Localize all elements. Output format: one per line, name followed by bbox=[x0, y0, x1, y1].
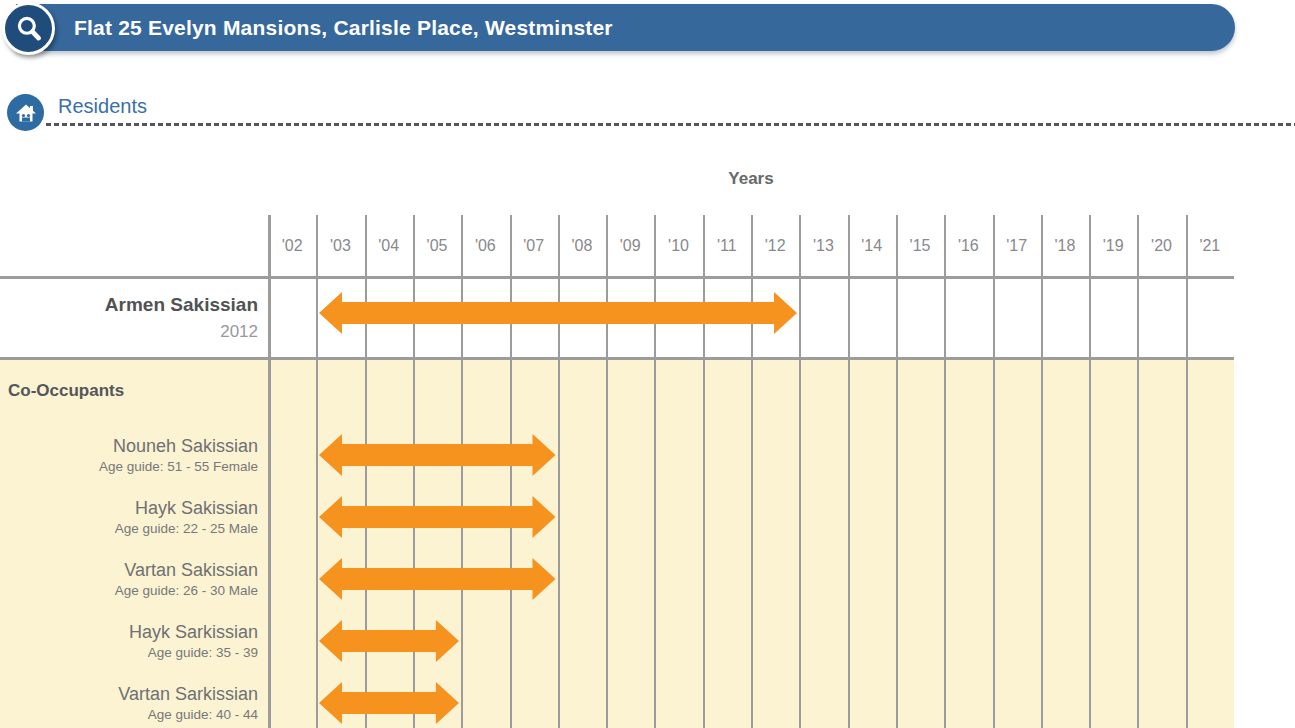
co-occupant-age-guide: Age guide: 35 - 39 bbox=[148, 644, 258, 662]
year-label: '11 bbox=[703, 237, 751, 255]
axis-title: Years bbox=[268, 169, 1234, 189]
co-occupant-row: Vartan SarkissianAge guide: 40 - 44 bbox=[0, 672, 1234, 728]
resident-name: Armen Sakissian bbox=[105, 291, 258, 319]
co-occupant-label: Vartan SarkissianAge guide: 40 - 44 bbox=[0, 672, 258, 728]
co-occupant-row: Nouneh SakissianAge guide: 51 - 55 Femal… bbox=[0, 424, 1234, 486]
co-occupant-name: Hayk Sakissian bbox=[135, 497, 258, 520]
year-gridline bbox=[799, 215, 801, 728]
year-label: '02 bbox=[268, 237, 316, 255]
year-label: '13 bbox=[799, 237, 847, 255]
year-label: '20 bbox=[1137, 237, 1185, 255]
residency-arrow bbox=[319, 557, 556, 601]
year-gridline bbox=[848, 215, 850, 728]
co-occupant-age-guide: Age guide: 26 - 30 Male bbox=[115, 582, 258, 600]
year-label: '21 bbox=[1186, 237, 1234, 255]
co-occupant-row: Vartan SakissianAge guide: 26 - 30 Male bbox=[0, 548, 1234, 610]
house-glyph bbox=[14, 101, 38, 125]
resident-label: Armen Sakissian2012 bbox=[0, 277, 258, 358]
year-label: '14 bbox=[848, 237, 896, 255]
resident-year: 2012 bbox=[220, 319, 258, 345]
search-icon[interactable] bbox=[2, 2, 55, 55]
year-label: '19 bbox=[1089, 237, 1137, 255]
house-icon bbox=[7, 94, 44, 131]
residency-arrow bbox=[319, 495, 556, 539]
co-occupant-label: Vartan SakissianAge guide: 26 - 30 Male bbox=[0, 548, 258, 610]
year-gridline bbox=[268, 215, 271, 728]
year-label: '15 bbox=[896, 237, 944, 255]
year-label: '05 bbox=[413, 237, 461, 255]
year-gridline bbox=[993, 215, 995, 728]
year-label: '10 bbox=[654, 237, 702, 255]
year-label: '12 bbox=[751, 237, 799, 255]
co-occupant-age-guide: Age guide: 22 - 25 Male bbox=[115, 520, 258, 538]
co-occupants-heading: Co-Occupants bbox=[8, 381, 124, 401]
co-occupant-label: Hayk SakissianAge guide: 22 - 25 Male bbox=[0, 486, 258, 548]
year-label: '04 bbox=[365, 237, 413, 255]
co-occupant-name: Vartan Sarkissian bbox=[118, 683, 258, 706]
year-label: '09 bbox=[606, 237, 654, 255]
page-title: Flat 25 Evelyn Mansions, Carlisle Place,… bbox=[74, 16, 613, 40]
header-bar: Flat 25 Evelyn Mansions, Carlisle Place,… bbox=[16, 4, 1235, 51]
co-occupant-label: Nouneh SakissianAge guide: 51 - 55 Femal… bbox=[0, 424, 258, 486]
year-label: '06 bbox=[461, 237, 509, 255]
co-occupant-row: Hayk SakissianAge guide: 22 - 25 Male bbox=[0, 486, 1234, 548]
co-occupant-name: Nouneh Sakissian bbox=[113, 435, 258, 458]
residency-arrow bbox=[319, 681, 459, 725]
year-gridline bbox=[1089, 215, 1091, 728]
residency-arrow bbox=[319, 619, 459, 663]
year-label: '03 bbox=[316, 237, 364, 255]
year-label: '07 bbox=[510, 237, 558, 255]
year-gridline bbox=[1041, 215, 1043, 728]
co-occupant-row: Hayk SarkissianAge guide: 35 - 39 bbox=[0, 610, 1234, 672]
section-divider bbox=[46, 123, 1295, 126]
year-gridline bbox=[896, 215, 898, 728]
residents-report-page: Flat 25 Evelyn Mansions, Carlisle Place,… bbox=[0, 0, 1295, 728]
year-label: '18 bbox=[1041, 237, 1089, 255]
magnifier-glyph bbox=[13, 13, 45, 45]
co-occupant-age-guide: Age guide: 51 - 55 Female bbox=[99, 458, 258, 476]
year-label: '17 bbox=[993, 237, 1041, 255]
residency-arrow bbox=[319, 433, 556, 477]
co-occupant-name: Vartan Sakissian bbox=[124, 559, 258, 582]
co-occupant-name: Hayk Sarkissian bbox=[129, 621, 258, 644]
residency-arrow bbox=[319, 291, 797, 335]
year-gridline bbox=[944, 215, 946, 728]
year-gridline bbox=[1186, 215, 1188, 728]
year-label: '16 bbox=[944, 237, 992, 255]
section-title: Residents bbox=[58, 95, 147, 118]
year-gridline bbox=[1137, 215, 1139, 728]
co-occupant-label: Hayk SarkissianAge guide: 35 - 39 bbox=[0, 610, 258, 672]
year-gridline bbox=[316, 215, 318, 728]
co-occupant-age-guide: Age guide: 40 - 44 bbox=[148, 706, 258, 724]
year-label: '08 bbox=[558, 237, 606, 255]
